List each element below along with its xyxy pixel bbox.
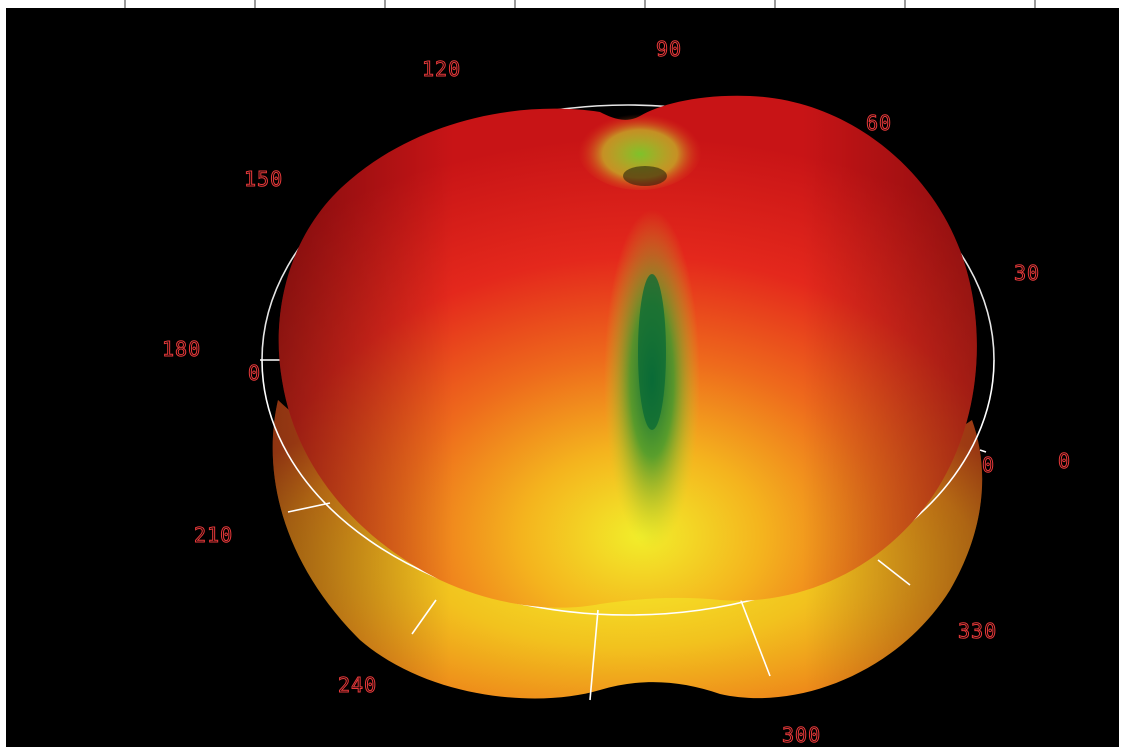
angle-label-300: 300	[782, 723, 821, 747]
top-ruler-ticks	[124, 0, 1036, 8]
upper-lobe-shade	[278, 95, 977, 608]
angle-label-240: 240	[338, 673, 377, 697]
angle-label-150: 150	[244, 167, 283, 191]
angle-label-0: 0	[1058, 449, 1071, 473]
angle-label-120: 120	[422, 57, 461, 81]
angle-label-60: 60	[866, 111, 892, 135]
ring-zero-labels: 0 0	[248, 361, 995, 478]
angle-label-90: 90	[656, 37, 682, 61]
angle-label-30: 30	[1014, 261, 1040, 285]
angle-label-330: 330	[958, 619, 997, 643]
angle-label-210: 210	[194, 523, 233, 547]
polar-ring-front	[260, 359, 995, 701]
ring-zero-label-right: 0	[982, 453, 995, 477]
ring-zero-label-left: 0	[248, 361, 261, 385]
angle-labels: 0 30 60 90 120 150 180 210 240 300 330	[162, 37, 1071, 747]
angle-label-180: 180	[162, 337, 201, 361]
